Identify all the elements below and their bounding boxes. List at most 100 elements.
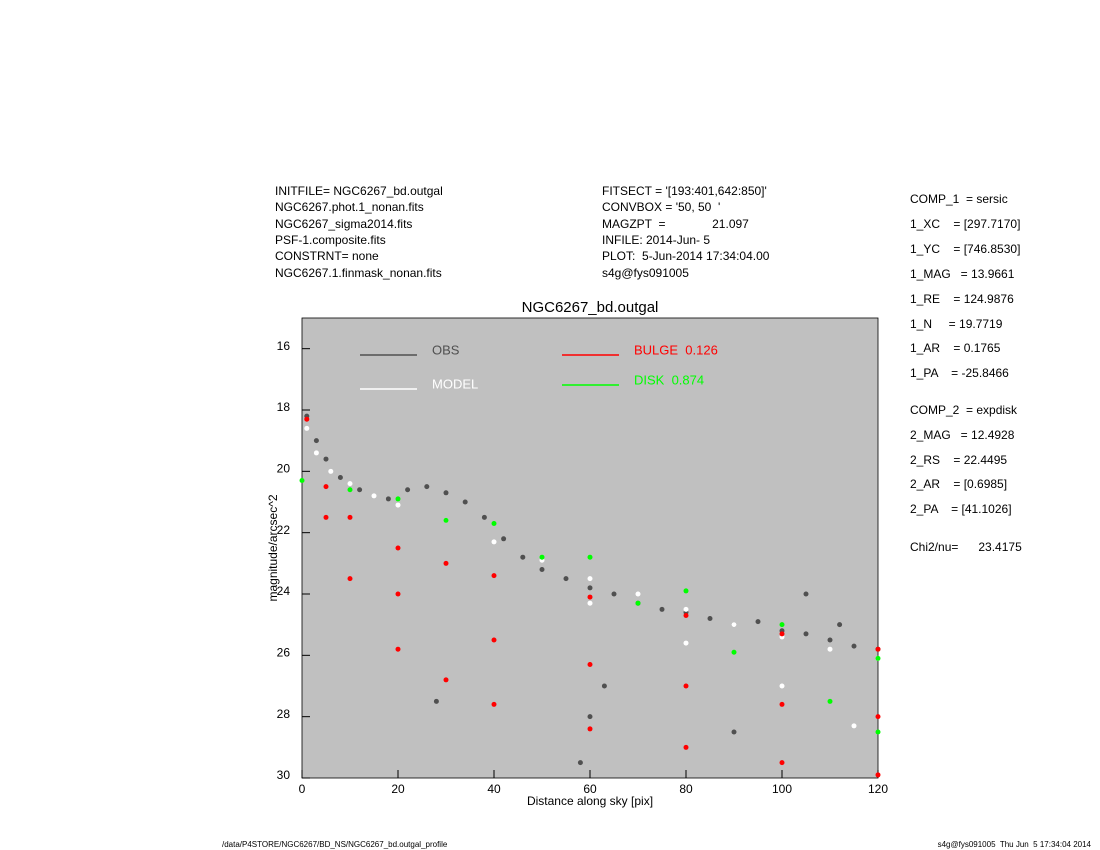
point [299,478,305,484]
point [683,588,689,594]
point [587,662,593,668]
param-line: 2_PA = [41.1026] [910,502,1012,517]
point [539,566,545,572]
header-line: CONSTRNT= none [275,249,379,264]
y-tick-label: 30 [277,768,291,782]
point [443,490,449,496]
point [587,554,593,560]
y-tick-label: 22 [277,523,291,537]
legend-label: OBS [432,342,460,357]
point [875,729,881,735]
header-line: NGC6267.1.finmask_nonan.fits [275,265,442,280]
legend-label: BULGE 0.126 [634,342,718,357]
point [803,591,809,597]
point [491,573,497,579]
y-tick-label: 26 [277,646,291,660]
x-tick-label: 40 [487,782,501,796]
point [635,591,641,597]
y-tick-label: 20 [277,462,291,476]
header-line: PSF-1.composite.fits [275,232,386,247]
point [395,545,401,551]
header-line: s4g@fys091005 [602,265,689,280]
point [875,714,881,720]
point [683,640,689,646]
x-tick-label: 20 [391,782,405,796]
point [491,701,497,707]
point [635,600,641,606]
point [395,502,401,508]
point [385,496,391,502]
point [587,576,593,582]
point [323,484,329,490]
footer-right: s4g@fys091005 Thu Jun 5 17:34:04 2014 [937,840,1091,849]
point [803,631,809,637]
point [323,456,329,462]
point [851,723,857,729]
point [731,622,737,628]
point [779,683,785,689]
param-line: COMP_1 = sersic [910,192,1008,206]
legend-label: MODEL [432,376,478,391]
param-line: 1_XC = [297.7170] [910,216,1021,231]
point [337,474,343,480]
header-line: NGC6267_sigma2014.fits [275,216,413,231]
point [611,591,617,597]
chart-title: NGC6267_bd.outgal [522,299,659,316]
x-axis-label: Distance along sky [pix] [527,794,653,808]
y-tick-label: 16 [277,339,291,353]
point [683,683,689,689]
point [683,744,689,750]
point [563,576,569,582]
point [347,481,353,487]
footer-left: /data/P4STORE/NGC6267/BD_NS/NGC6267_bd.o… [222,840,448,849]
point [875,772,881,778]
point [347,514,353,520]
header-line: NGC6267.phot.1_nonan.fits [275,200,424,215]
header-line: FITSECT = '[193:401,642:850]' [602,184,767,198]
header-line: CONVBOX = '50, 50 ' [602,200,721,215]
point [577,760,583,766]
point [395,646,401,652]
point [357,487,363,493]
point [587,594,593,600]
point [587,714,593,720]
point [587,726,593,732]
point [328,468,334,474]
point [395,591,401,597]
point [731,649,737,655]
legend-label: DISK 0.874 [634,372,704,387]
point [875,655,881,661]
param-line: 2_RS = 22.4495 [910,452,1008,467]
y-tick-label: 18 [277,400,291,414]
point [491,637,497,643]
param-line: 1_YC = [746.8530] [910,241,1021,256]
param-line: 1_RE = 124.9876 [910,291,1014,306]
point [587,585,593,591]
plot-area [301,317,879,779]
y-axis-label: magnitude/arcsec^2 [266,494,280,601]
point [520,554,526,560]
header-line: PLOT: 5-Jun-2014 17:34:04.00 [602,249,770,264]
y-tick-label: 24 [277,584,291,598]
param-line: COMP_2 = expdisk [910,403,1018,417]
x-tick-label: 100 [772,782,792,796]
point [837,622,843,628]
point [587,600,593,606]
point [443,677,449,683]
x-tick-label: 80 [679,782,693,796]
point [683,606,689,612]
point [304,416,310,422]
point [659,606,665,612]
param-line: Chi2/nu= 23.4175 [910,540,1022,554]
point [875,646,881,652]
point [433,698,439,704]
y-tick-label: 28 [277,707,291,721]
param-line: 1_N = 19.7719 [910,316,1003,331]
point [304,425,310,431]
point [395,496,401,502]
point [779,701,785,707]
point [755,619,761,625]
point [323,514,329,520]
point [731,729,737,735]
